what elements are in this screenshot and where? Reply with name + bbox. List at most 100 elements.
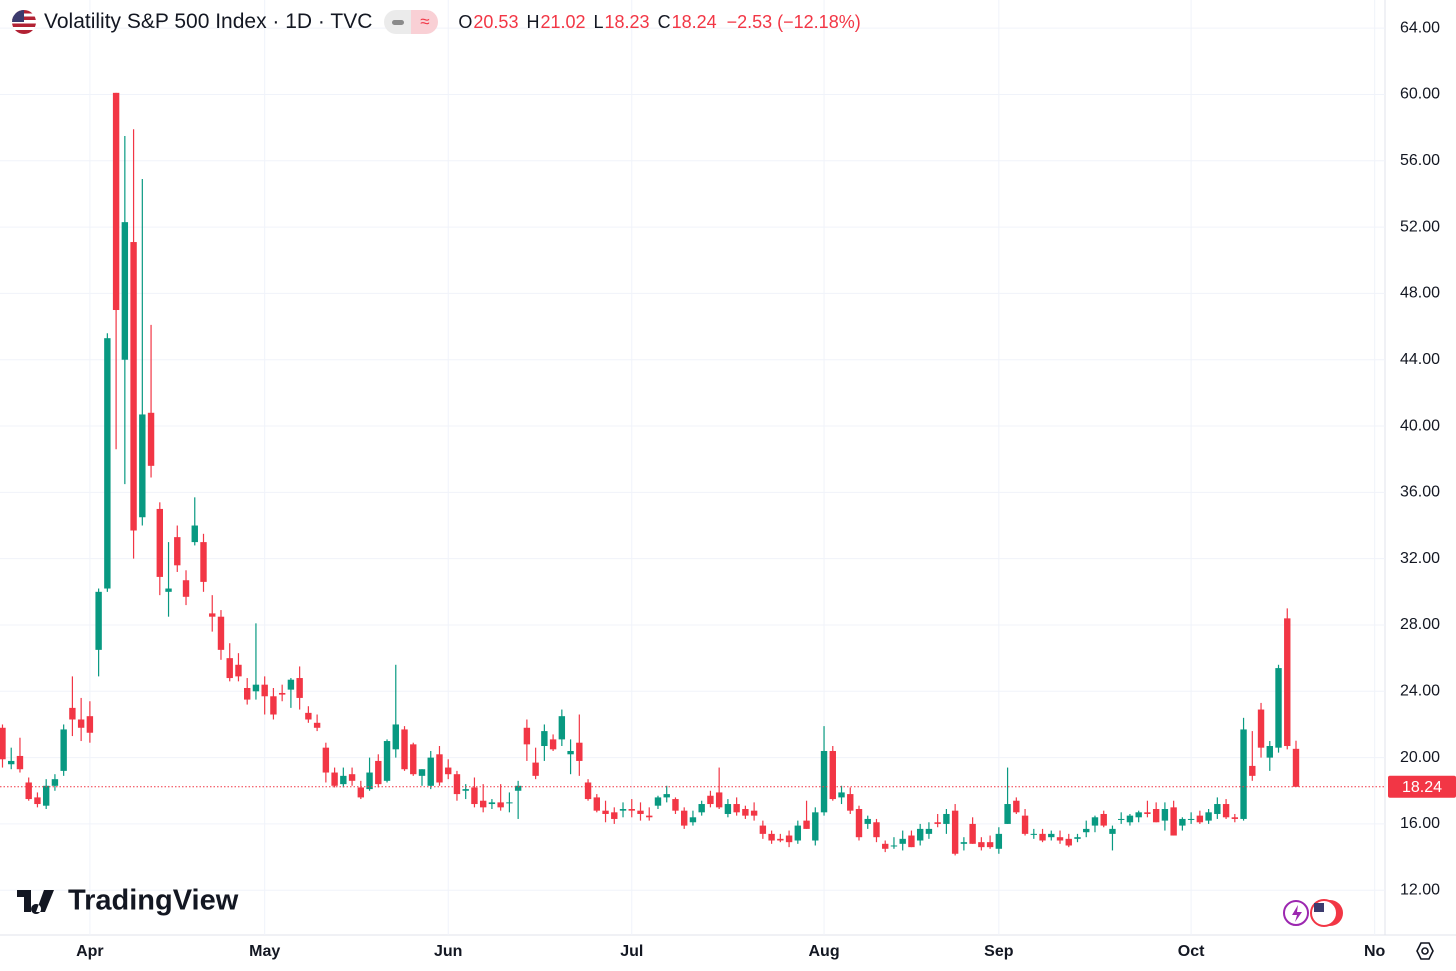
settings-icon[interactable] (1416, 942, 1434, 960)
candle-body (1275, 668, 1282, 748)
logo-mark (17, 890, 54, 914)
candle-body (375, 760, 382, 785)
y-tick-label: 36.00 (1400, 484, 1440, 501)
candle-body (252, 684, 260, 692)
candle-body (479, 800, 487, 808)
candle-body (855, 809, 863, 838)
candle-body (1266, 746, 1273, 758)
candle-body (410, 744, 417, 775)
candle-body (978, 842, 985, 848)
x-tick-label: Aug (808, 943, 839, 960)
candle-body (174, 537, 181, 566)
candle-body (742, 809, 749, 816)
candle-body (829, 750, 836, 800)
candle-body (165, 588, 172, 592)
candle-body (357, 787, 365, 798)
candle-body (864, 818, 871, 824)
candle-body (768, 833, 775, 841)
candle-body (366, 772, 373, 790)
candle-body (820, 750, 828, 813)
candle-body (847, 794, 854, 811)
y-tick-label: 64.00 (1400, 19, 1440, 36)
candle-body (1284, 618, 1291, 747)
y-tick-label: 60.00 (1400, 86, 1440, 103)
candle-body (1039, 833, 1046, 841)
candle-body (445, 767, 452, 775)
y-tick-label: 56.00 (1400, 152, 1440, 169)
candle-body (51, 779, 59, 786)
candle-body (77, 719, 85, 728)
y-tick-label: 32.00 (1400, 550, 1440, 567)
candle-body (1240, 729, 1247, 819)
candle-body (1109, 828, 1116, 834)
candle-body (278, 692, 286, 695)
candle-body (112, 92, 120, 311)
candle-body (1118, 818, 1125, 820)
candle-body (1048, 833, 1055, 838)
candle-body (200, 542, 207, 582)
candle-body (969, 823, 976, 844)
candle-body (584, 782, 592, 800)
y-tick-label: 52.00 (1400, 218, 1440, 235)
candle-body (235, 664, 242, 677)
candle-body (182, 580, 190, 597)
legend-value: 18.23 (604, 11, 650, 32)
candle-body (104, 338, 111, 589)
candle-body (812, 812, 819, 841)
candle-body (689, 817, 697, 823)
candle-body (724, 804, 732, 814)
candle-body (1161, 809, 1169, 821)
candle-body (882, 843, 889, 849)
icon (1314, 903, 1324, 912)
candle-body (514, 785, 522, 791)
candle-body (1179, 818, 1186, 826)
candle-body (576, 742, 583, 761)
candle-body (558, 716, 566, 740)
legend-value: 20.53 (473, 11, 519, 32)
candle-body (986, 842, 994, 848)
candle-body (1074, 837, 1081, 839)
logo-text: TradingView (68, 885, 239, 917)
candle-body (523, 727, 531, 745)
candle-body (42, 785, 50, 806)
x-tick-label: No (1364, 943, 1386, 960)
y-tick-label: 48.00 (1400, 285, 1440, 302)
candle-body (25, 782, 32, 800)
y-tick-label: 12.00 (1400, 881, 1440, 898)
y-tick-label: 40.00 (1400, 417, 1440, 434)
toggle[interactable] (384, 10, 412, 34)
price-label: 18.24 (1402, 779, 1442, 796)
candle-body (305, 712, 312, 720)
candle-body (1249, 765, 1256, 776)
y-tick-label: 24.00 (1400, 683, 1440, 700)
toggle[interactable]: ≈ (411, 10, 439, 34)
candle-body (313, 722, 321, 728)
candle-body (34, 797, 41, 805)
candle-body (750, 810, 758, 816)
x-tick-label: Jul (620, 943, 643, 960)
candle-body (715, 792, 723, 808)
candle-body (1004, 804, 1011, 824)
change-label: −2.53 (−12.18%) (726, 11, 861, 32)
candle-body (1144, 812, 1151, 814)
candle-body (392, 724, 399, 750)
candle-body (121, 222, 129, 360)
candle-body (549, 739, 557, 750)
y-tick-label: 16.00 (1400, 815, 1440, 832)
legend-value: 21.02 (540, 11, 586, 32)
candle-body (1292, 748, 1300, 787)
candle-body (698, 804, 705, 813)
x-tick-label: Sep (984, 943, 1014, 960)
icon (1292, 905, 1302, 922)
candle-body (1065, 838, 1072, 846)
candle-body (427, 757, 434, 786)
candle-body (1231, 817, 1239, 819)
candle-body (873, 822, 880, 838)
y-tick-label: 28.00 (1400, 616, 1440, 633)
candle-body (541, 731, 548, 747)
legend-key: C (657, 11, 671, 32)
candle-body (1222, 804, 1230, 818)
candle-body (436, 754, 443, 783)
